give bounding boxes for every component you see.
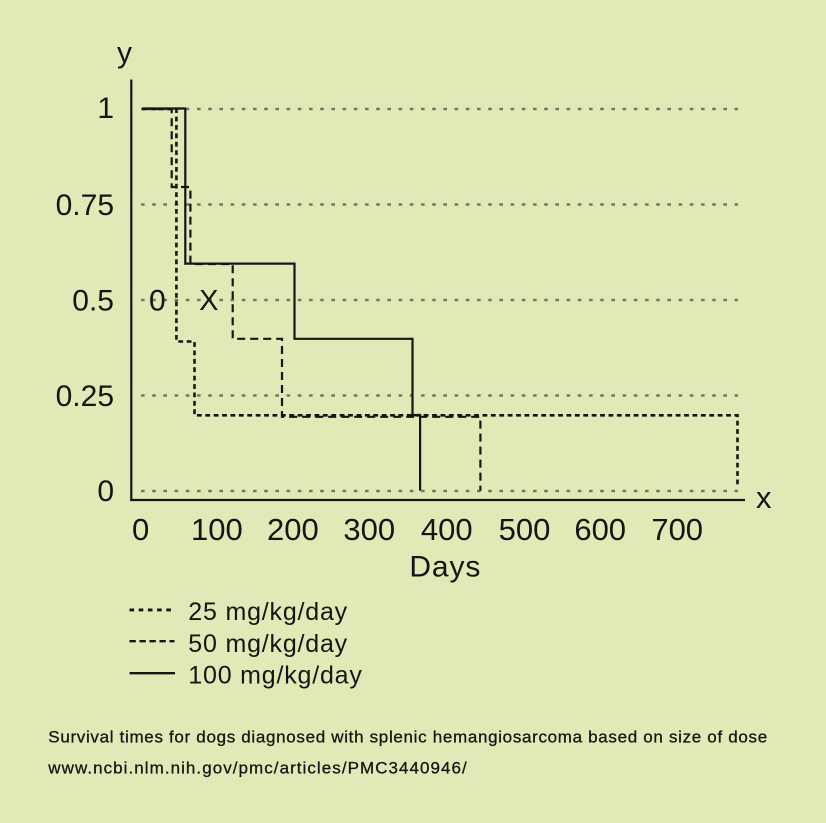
svg-text:25 mg/kg/day: 25 mg/kg/day	[188, 598, 348, 626]
svg-text:x: x	[756, 480, 772, 515]
svg-text:400: 400	[421, 512, 473, 547]
svg-text:0: 0	[132, 512, 149, 547]
svg-text:200: 200	[267, 512, 319, 547]
svg-text:0.75: 0.75	[56, 189, 114, 222]
svg-text:500: 500	[499, 512, 551, 547]
svg-text:100 mg/kg/day: 100 mg/kg/day	[188, 662, 362, 690]
svg-text:www.ncbi.nlm.nih.gov/pmc/artic: www.ncbi.nlm.nih.gov/pmc/articles/PMC344…	[47, 758, 468, 777]
svg-text:0.5: 0.5	[72, 284, 114, 317]
svg-text:Days: Days	[409, 550, 481, 583]
svg-text:600: 600	[574, 512, 626, 547]
svg-text:Survival times for dogs diagno: Survival times for dogs diagnosed with s…	[48, 727, 768, 746]
svg-text:0: 0	[149, 284, 166, 317]
svg-text:y: y	[117, 37, 132, 70]
svg-text:300: 300	[343, 512, 395, 547]
svg-text:700: 700	[651, 512, 703, 547]
svg-text:50 mg/kg/day: 50 mg/kg/day	[188, 630, 348, 658]
svg-text:0: 0	[97, 475, 114, 508]
svg-text:X: X	[199, 285, 218, 317]
svg-text:0.25: 0.25	[56, 380, 114, 413]
svg-text:100: 100	[191, 512, 243, 547]
svg-text:1: 1	[97, 92, 114, 125]
